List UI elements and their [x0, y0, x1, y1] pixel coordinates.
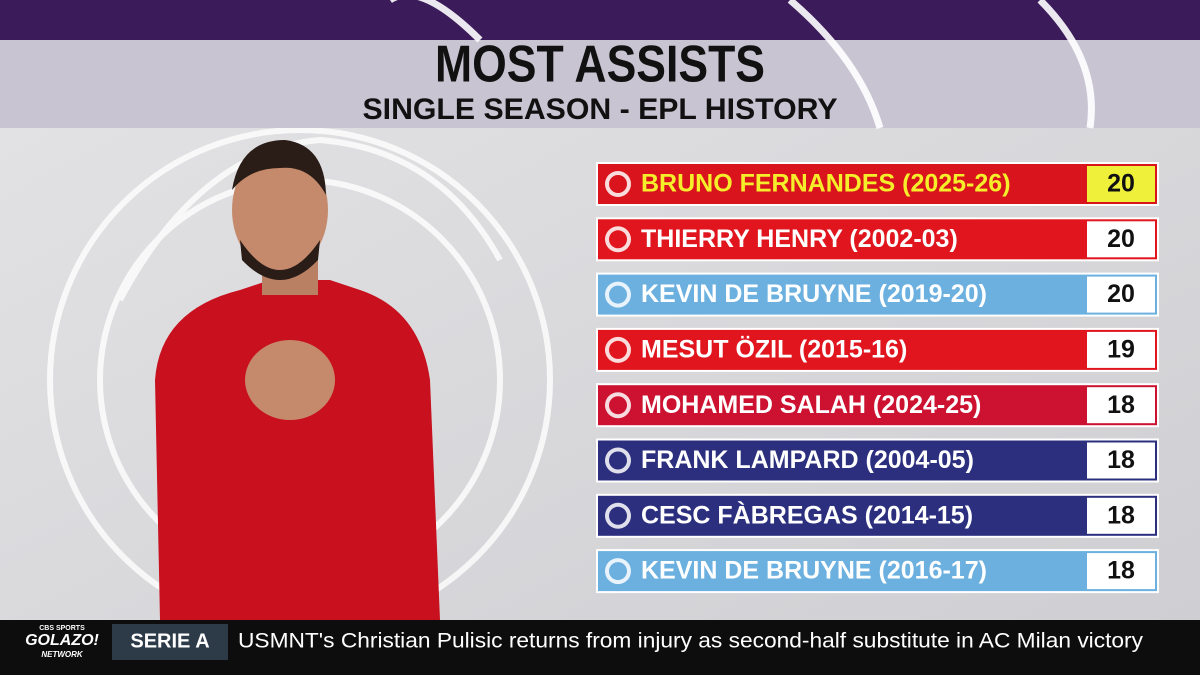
title-band [0, 40, 1200, 128]
headline: USMNT's Christian Pulisic returns from i… [238, 630, 1144, 653]
player-name: CESC FÀBREGAS (2014-15) [641, 500, 973, 529]
value-box [1087, 276, 1155, 313]
team-logo-inner [609, 562, 627, 581]
player-name: FRANK LAMPARD (2004-05) [641, 446, 974, 474]
subtitle: SINGLE SEASON - EPL HISTORY [363, 93, 838, 126]
player-name: BRUNO FERNANDES (2025-26) [641, 170, 1011, 198]
value-box [1087, 331, 1155, 368]
assist-count: 18 [1107, 501, 1135, 529]
assist-count: 18 [1107, 391, 1135, 419]
assist-count: 18 [1107, 557, 1135, 585]
row-box [596, 383, 1159, 428]
assist-count: 18 [1107, 446, 1135, 474]
value-box [1087, 442, 1155, 479]
network-sub: NETWORK [41, 650, 84, 659]
value-box [1087, 387, 1155, 424]
decoration [390, 0, 1095, 129]
player-photo [155, 140, 440, 620]
value-box [1087, 497, 1155, 534]
assist-count: 20 [1107, 225, 1135, 253]
value-box [1087, 553, 1155, 590]
network-logo: GOLAZO! [25, 632, 99, 649]
team-logo-inner [609, 175, 627, 193]
team-logo-inner [609, 230, 627, 249]
row-box [596, 438, 1159, 483]
top-band [0, 0, 1200, 40]
team-logo-inner [609, 340, 627, 359]
assist-count: 20 [1107, 280, 1135, 308]
player-name: KEVIN DE BRUYNE (2016-17) [641, 557, 987, 585]
row-box [596, 272, 1159, 317]
assist-count: 19 [1107, 336, 1135, 364]
title: MOST ASSISTS [435, 36, 765, 94]
row-box [596, 162, 1159, 206]
team-logo-inner [609, 506, 627, 525]
row-box [596, 327, 1159, 372]
network-top: CBS SPORTS [39, 625, 85, 632]
team-logo-inner [609, 396, 627, 415]
row-box [596, 217, 1159, 262]
table: BRUNO FERNANDES (2025-26) 20 THIERRY HENRY… [596, 162, 1159, 594]
section-box [112, 624, 228, 660]
player-name: KEVIN DE BRUYNE (2019-20) [641, 280, 987, 308]
value-box [1087, 221, 1155, 258]
player-name: THIERRY HENRY (2002-03) [641, 225, 958, 253]
player-name: MOHAMED SALAH (2024-25) [641, 391, 981, 419]
team-logo-inner [609, 451, 627, 470]
section-label: SERIE A [130, 630, 209, 652]
row-box [596, 493, 1159, 538]
player-name: MESUT ÖZIL (2015-16) [641, 335, 907, 364]
assist-count: 20 [1107, 170, 1135, 198]
row-box [596, 549, 1159, 594]
team-logo-inner [609, 285, 627, 304]
value-box [1087, 166, 1155, 202]
